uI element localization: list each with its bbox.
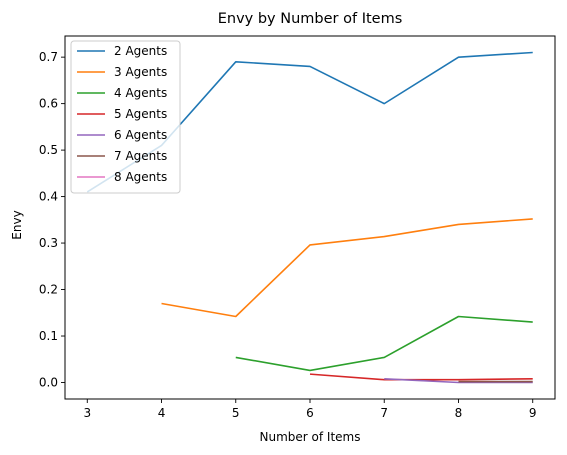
axis-ticks: 3 4 5 6 7 8 9 0.0 0.1 0.2 0.3 0.4 0.5 0.6 0.7 (39, 50, 537, 420)
series-line-3-agents (161, 218, 533, 318)
y-tick-label: 0.7 (39, 50, 58, 64)
legend-entry: 7 Agents (114, 149, 167, 163)
x-tick-label: 4 (158, 406, 166, 420)
series-line-5-agents (309, 373, 533, 381)
x-tick-label: 6 (306, 406, 314, 420)
x-tick-label: 3 (83, 406, 91, 420)
y-tick-label: 0.0 (39, 376, 58, 390)
legend-entry: 3 Agents (114, 65, 167, 79)
x-tick-label: 7 (380, 406, 388, 420)
x-axis-label: Number of Items (260, 430, 361, 444)
x-tick-label: 8 (455, 406, 463, 420)
y-tick-label: 0.2 (39, 283, 58, 297)
x-tick-label: 9 (529, 406, 537, 420)
y-tick-label: 0.4 (39, 190, 58, 204)
plot-area (86, 51, 533, 384)
legend-entry: 2 Agents (114, 44, 167, 58)
y-tick-label: 0.3 (39, 236, 58, 250)
legend-entry: 6 Agents (114, 128, 167, 142)
x-tick-label: 5 (232, 406, 240, 420)
y-tick-label: 0.1 (39, 329, 58, 343)
y-tick-label: 0.6 (39, 97, 58, 111)
series-line-4-agents (235, 315, 533, 372)
legend-box (70, 40, 181, 194)
legend-entry: 8 Agents (114, 170, 167, 184)
legend: 2 Agents 3 Agents 4 Agents 5 Agents 6 Agents… (70, 40, 181, 194)
y-tick-label: 0.5 (39, 143, 58, 157)
legend-entry: 4 Agents (114, 86, 167, 100)
series-line-6-agents (384, 377, 533, 384)
chart-title: Envy by Number of Items (218, 11, 403, 27)
y-axis-label: Envy (10, 210, 24, 239)
legend-entry: 5 Agents (114, 107, 167, 121)
